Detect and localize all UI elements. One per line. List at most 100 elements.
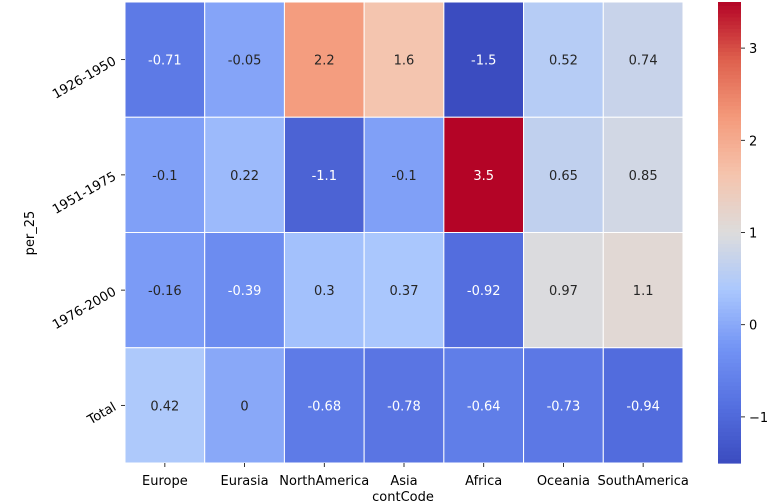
cell-value-label: -0.1 — [391, 169, 416, 184]
colorbar-segment — [718, 151, 741, 157]
heatmap-cell — [443, 232, 525, 349]
cell-value-label: -0.68 — [307, 399, 341, 414]
colorbar-segment — [718, 163, 741, 168]
cell-value-label: 0.97 — [549, 284, 578, 299]
colorbar-segment — [718, 378, 741, 383]
colorbar-segment — [718, 144, 741, 149]
colorbar-tick-label: 1 — [749, 227, 757, 242]
colorbar-segment — [718, 301, 741, 307]
cell-value-label: -0.71 — [148, 54, 182, 69]
colorbar-segment — [718, 393, 741, 399]
colorbar-segment — [718, 459, 741, 464]
cell-value-label: -0.16 — [148, 284, 182, 299]
colorbar-segment — [718, 290, 741, 295]
colorbar-segment — [718, 205, 741, 211]
cell-value-label: -0.05 — [228, 54, 262, 69]
colorbar-segment — [718, 386, 741, 391]
colorbar-segment — [718, 332, 741, 337]
colorbar-segment — [718, 117, 741, 122]
colorbar-segment — [718, 351, 741, 357]
heatmap-cell — [363, 347, 445, 464]
colorbar-segment — [718, 267, 741, 272]
cell-value-label: 2.2 — [314, 54, 335, 69]
cell-value-label: -1.1 — [312, 169, 337, 184]
x-tick-label: Asia — [390, 474, 417, 489]
cell-value-label: -1.5 — [471, 54, 496, 69]
colorbar-segment — [718, 174, 741, 180]
colorbar-segment — [718, 397, 741, 403]
colorbar-segment — [718, 140, 741, 145]
colorbar-segment — [718, 132, 741, 138]
colorbar-tick-label: 0 — [749, 319, 757, 334]
colorbar-segment — [718, 366, 741, 372]
y-tick-label: Total — [84, 400, 119, 429]
colorbar-segment — [718, 382, 741, 387]
colorbar-segment — [718, 343, 741, 349]
colorbar-segment — [718, 405, 741, 410]
colorbar-segment — [718, 32, 741, 38]
heatmap-cell — [602, 347, 684, 464]
colorbar-segment — [718, 167, 741, 172]
colorbar-segment — [718, 232, 741, 237]
colorbar: −1 0 1 2 3 — [718, 2, 768, 464]
x-tick-label: Europe — [142, 474, 188, 489]
colorbar-segment — [718, 48, 741, 53]
colorbar-segment — [718, 98, 741, 103]
cell-value-label: 0.85 — [629, 169, 658, 184]
x-tick-label: NorthAmerica — [279, 474, 369, 489]
cell-value-label: -0.1 — [152, 169, 177, 184]
colorbar-segment — [718, 240, 741, 245]
colorbar-segment — [718, 101, 741, 107]
colorbar-segment — [718, 359, 741, 364]
colorbar-segment — [718, 113, 741, 118]
colorbar-segment — [718, 171, 741, 176]
heatmap-cells: -0.71 -0.05 2.2 1.6 -1.5 0.52 0.74 -0.1 0.22 -1.1… — [124, 1, 684, 464]
heatmap-cell — [124, 347, 206, 464]
y-tick-label: 1951-1975 — [50, 169, 119, 217]
cell-value-label: 0.65 — [549, 169, 578, 184]
heatmap-cell — [283, 116, 365, 233]
colorbar-segment — [718, 13, 741, 18]
colorbar-segment — [718, 317, 741, 322]
colorbar-segment — [718, 67, 741, 72]
colorbar-segment — [718, 5, 741, 11]
colorbar-segment — [718, 274, 741, 280]
cell-value-label: 0.37 — [390, 284, 419, 299]
x-tick-label: Africa — [465, 474, 502, 489]
colorbar-segment — [718, 74, 741, 80]
colorbar-segment — [718, 90, 741, 95]
heatmap-cell — [523, 232, 604, 349]
colorbar-segment — [718, 320, 741, 326]
heatmap-cell — [283, 1, 365, 118]
colorbar-segment — [718, 63, 741, 68]
y-tick-labels: 1926-1950 1951-1975 1976-2000 Total — [50, 54, 125, 429]
colorbar-segment — [718, 40, 741, 45]
colorbar-segment — [718, 305, 741, 310]
colorbar-segment — [718, 455, 741, 460]
cell-value-label: -0.39 — [228, 284, 262, 299]
heatmap-cell — [602, 116, 684, 233]
cell-value-label: 3.5 — [473, 169, 494, 184]
colorbar-segment — [718, 178, 741, 184]
colorbar-segment — [718, 194, 741, 199]
heatmap-cell — [124, 1, 206, 118]
colorbar-segment — [718, 147, 741, 153]
colorbar-segment — [718, 374, 741, 380]
colorbar-segment — [718, 220, 741, 226]
colorbar-segment — [718, 424, 741, 430]
colorbar-segment — [718, 432, 741, 437]
colorbar-tick-label: −1 — [749, 411, 768, 426]
colorbar-segment — [718, 44, 741, 49]
colorbar-segment — [718, 263, 741, 268]
colorbar-tick-label: 2 — [749, 134, 757, 149]
colorbar-segment — [718, 451, 741, 456]
heatmap-cell — [204, 347, 285, 464]
heatmap-cell — [124, 232, 206, 349]
colorbar-segment — [718, 121, 741, 126]
heatmap-cell — [443, 1, 525, 118]
colorbar-segment — [718, 247, 741, 253]
colorbar-segment — [718, 336, 741, 341]
x-tick-label: Oceania — [537, 474, 590, 489]
colorbar-segment — [718, 409, 741, 414]
colorbar-segment — [718, 436, 741, 441]
